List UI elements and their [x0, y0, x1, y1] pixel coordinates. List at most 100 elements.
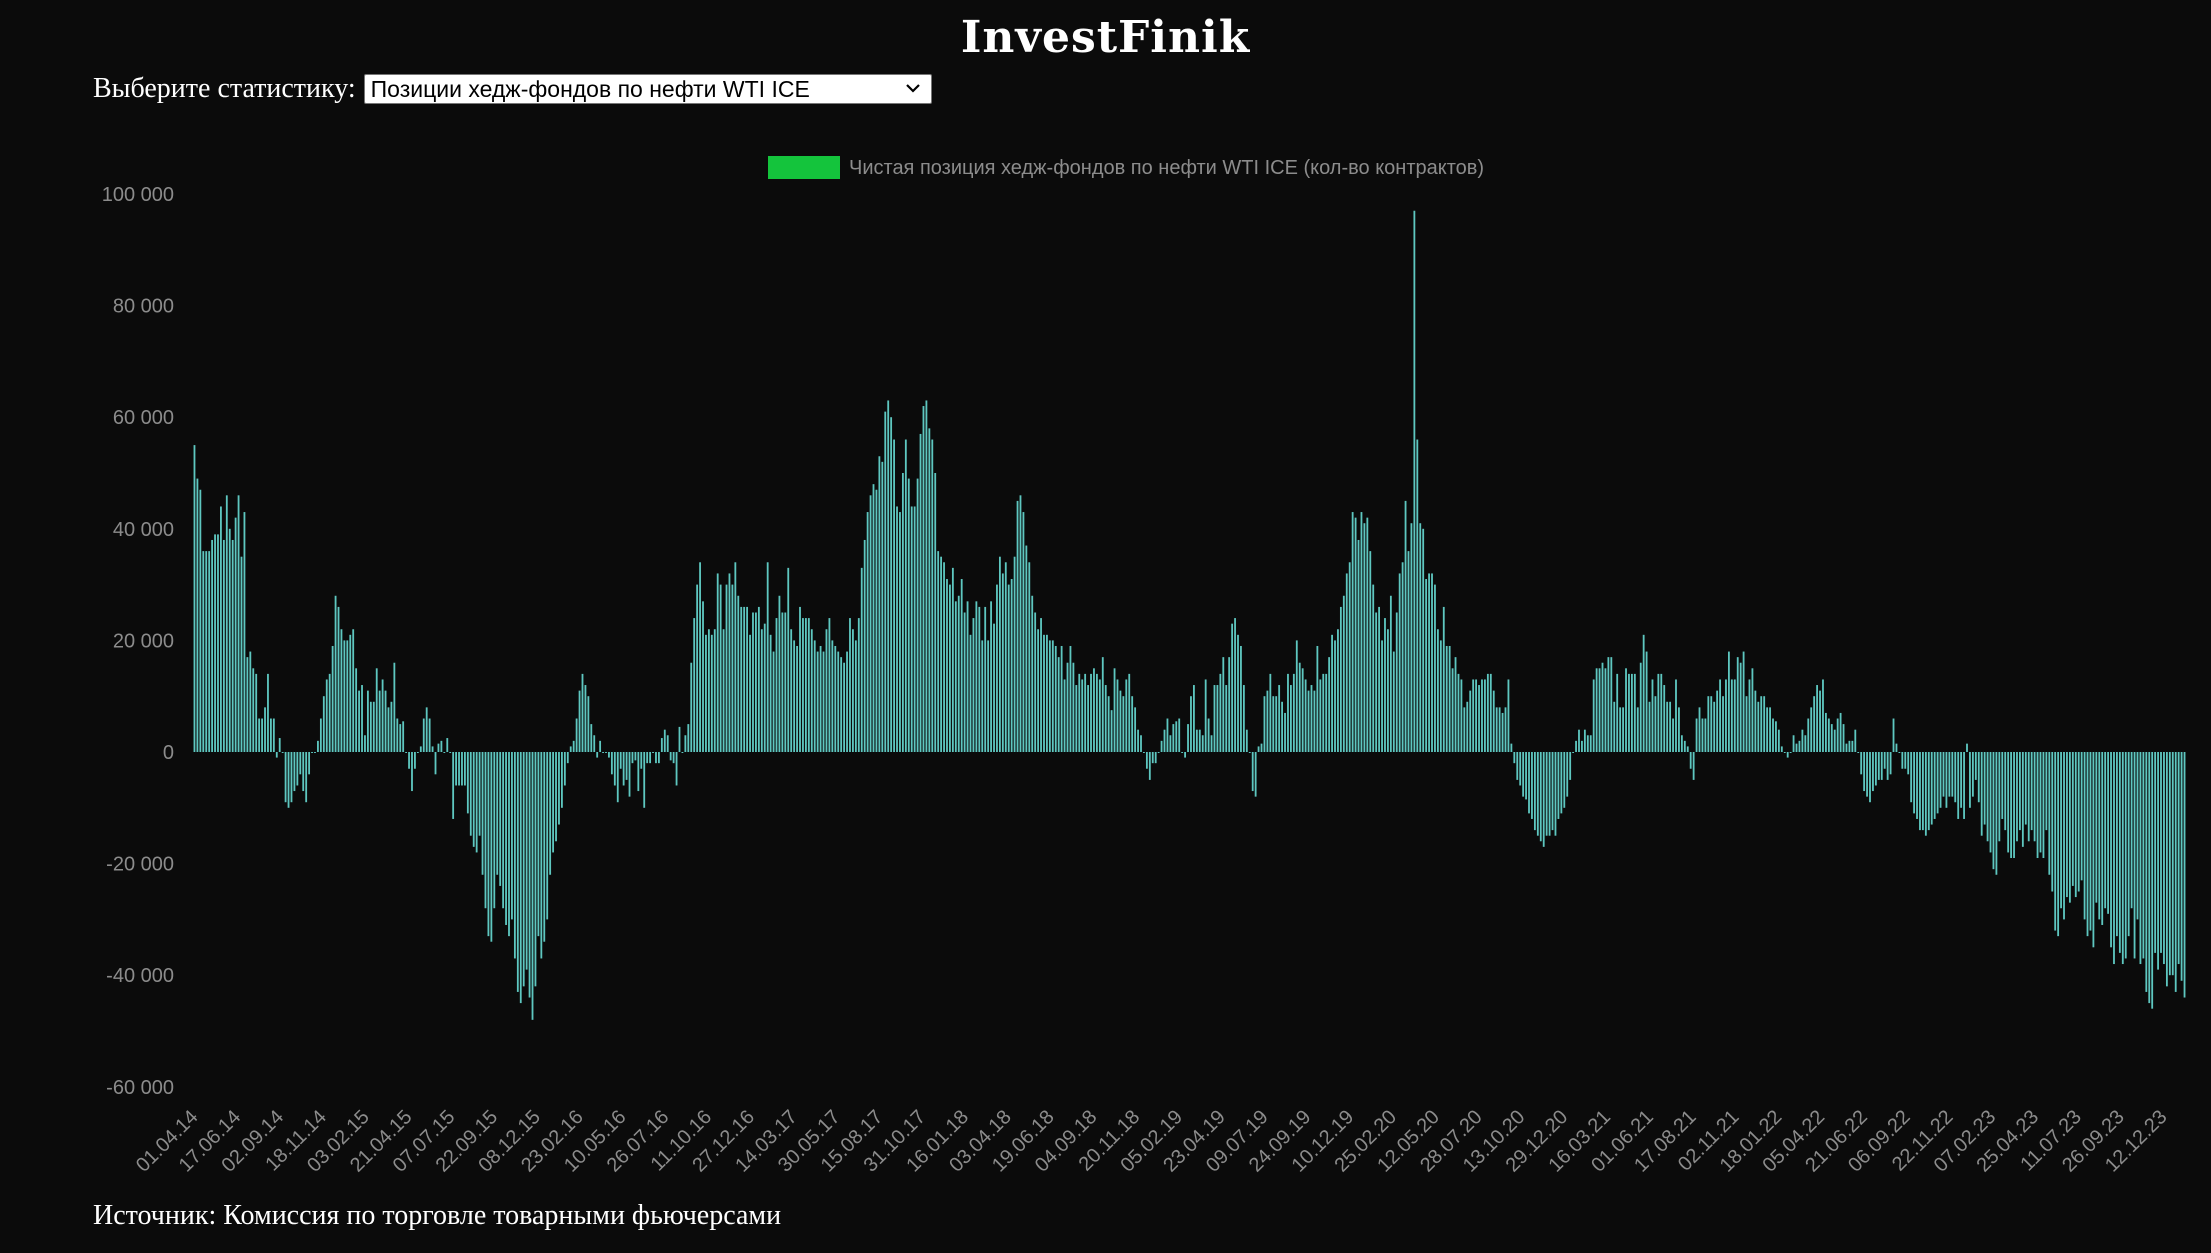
bar — [778, 595, 781, 752]
bar — [484, 752, 487, 909]
bar — [616, 752, 619, 803]
bar — [1319, 679, 1322, 752]
bar — [543, 752, 546, 942]
bar — [1163, 729, 1166, 752]
bar — [1616, 673, 1619, 752]
bar — [1651, 679, 1654, 752]
bar — [1913, 752, 1915, 814]
bar — [2089, 752, 2092, 931]
bar — [205, 551, 208, 752]
bar — [1307, 690, 1310, 752]
bar — [1331, 634, 1333, 752]
bar — [940, 556, 943, 752]
bar — [1869, 752, 1871, 803]
bar — [702, 601, 704, 752]
bar — [369, 701, 372, 752]
bar — [1707, 696, 1710, 752]
bar — [1654, 696, 1657, 752]
bar — [1792, 735, 1795, 752]
bar — [1304, 679, 1307, 752]
bar — [1595, 668, 1598, 752]
bar — [1292, 673, 1295, 752]
bar — [2151, 752, 2154, 1009]
bar — [1469, 690, 1472, 752]
y-axis: 100 000 80 000 60 000 40 000 20 000 0 -20 000 -… — [102, 184, 174, 1099]
bar — [1090, 673, 1092, 752]
bar — [649, 752, 652, 764]
bar — [608, 752, 610, 758]
bar — [375, 668, 378, 752]
bar — [1719, 679, 1721, 752]
bar — [1569, 752, 1572, 780]
bar — [1107, 696, 1110, 752]
bar — [490, 752, 493, 942]
bar — [1531, 752, 1533, 819]
bar — [561, 752, 563, 808]
bar — [669, 752, 672, 761]
bar — [493, 752, 496, 909]
bar — [1748, 679, 1751, 752]
bar — [825, 629, 828, 752]
site-title[interactable]: InvestFinik — [960, 12, 1251, 63]
bar — [722, 629, 725, 752]
bar — [1166, 718, 1169, 752]
bar — [1248, 752, 1251, 753]
bar — [2068, 752, 2071, 903]
bar — [449, 752, 452, 753]
bar — [2024, 752, 2027, 825]
bar — [2118, 752, 2121, 953]
bar — [1933, 752, 1936, 819]
bar — [1460, 679, 1463, 752]
bar — [1678, 707, 1680, 752]
bar — [314, 752, 316, 753]
bar — [1037, 629, 1040, 752]
bar — [1457, 673, 1460, 752]
bar — [511, 752, 513, 920]
chart-legend[interactable]: Чистая позиция хедж-фондов по нефти WTI … — [768, 156, 1484, 179]
y-tick-label: 60 000 — [113, 407, 174, 429]
bar — [502, 752, 505, 909]
bar — [1601, 662, 1604, 752]
bar — [1193, 685, 1195, 752]
statistic-select[interactable]: Позиции хедж-фондов по нефти WTI ICE — [363, 74, 932, 104]
bar — [2171, 752, 2174, 976]
bar — [1339, 606, 1342, 752]
bar — [1916, 752, 1918, 819]
bar — [1031, 595, 1034, 752]
bar — [1284, 712, 1286, 752]
bar — [1854, 729, 1857, 752]
bar — [390, 701, 393, 752]
bar — [217, 534, 219, 752]
bar — [1657, 673, 1660, 752]
bar — [1754, 690, 1757, 752]
bar — [287, 752, 290, 808]
bar — [907, 478, 910, 752]
bar — [361, 685, 363, 752]
bar — [1683, 740, 1686, 752]
bar — [784, 612, 787, 752]
bar — [904, 439, 907, 752]
bar — [605, 752, 607, 753]
bar — [1810, 707, 1813, 752]
bar — [602, 752, 604, 753]
bar — [2163, 752, 2165, 965]
bar — [1137, 729, 1139, 752]
bar — [1157, 752, 1160, 753]
bar — [1554, 752, 1557, 836]
bar — [1819, 690, 1821, 752]
bar — [193, 445, 196, 752]
bar — [593, 735, 596, 752]
bar — [1625, 668, 1627, 752]
bar — [796, 645, 798, 752]
bar — [1995, 752, 1998, 875]
bar — [352, 629, 355, 752]
bar — [1807, 718, 1810, 752]
bar — [1072, 662, 1075, 752]
bar — [446, 738, 449, 752]
bar — [1730, 679, 1733, 752]
bar — [2071, 752, 2074, 886]
bar — [1416, 439, 1419, 752]
bar — [1310, 685, 1313, 752]
bar — [578, 690, 581, 752]
bar — [2054, 752, 2057, 931]
